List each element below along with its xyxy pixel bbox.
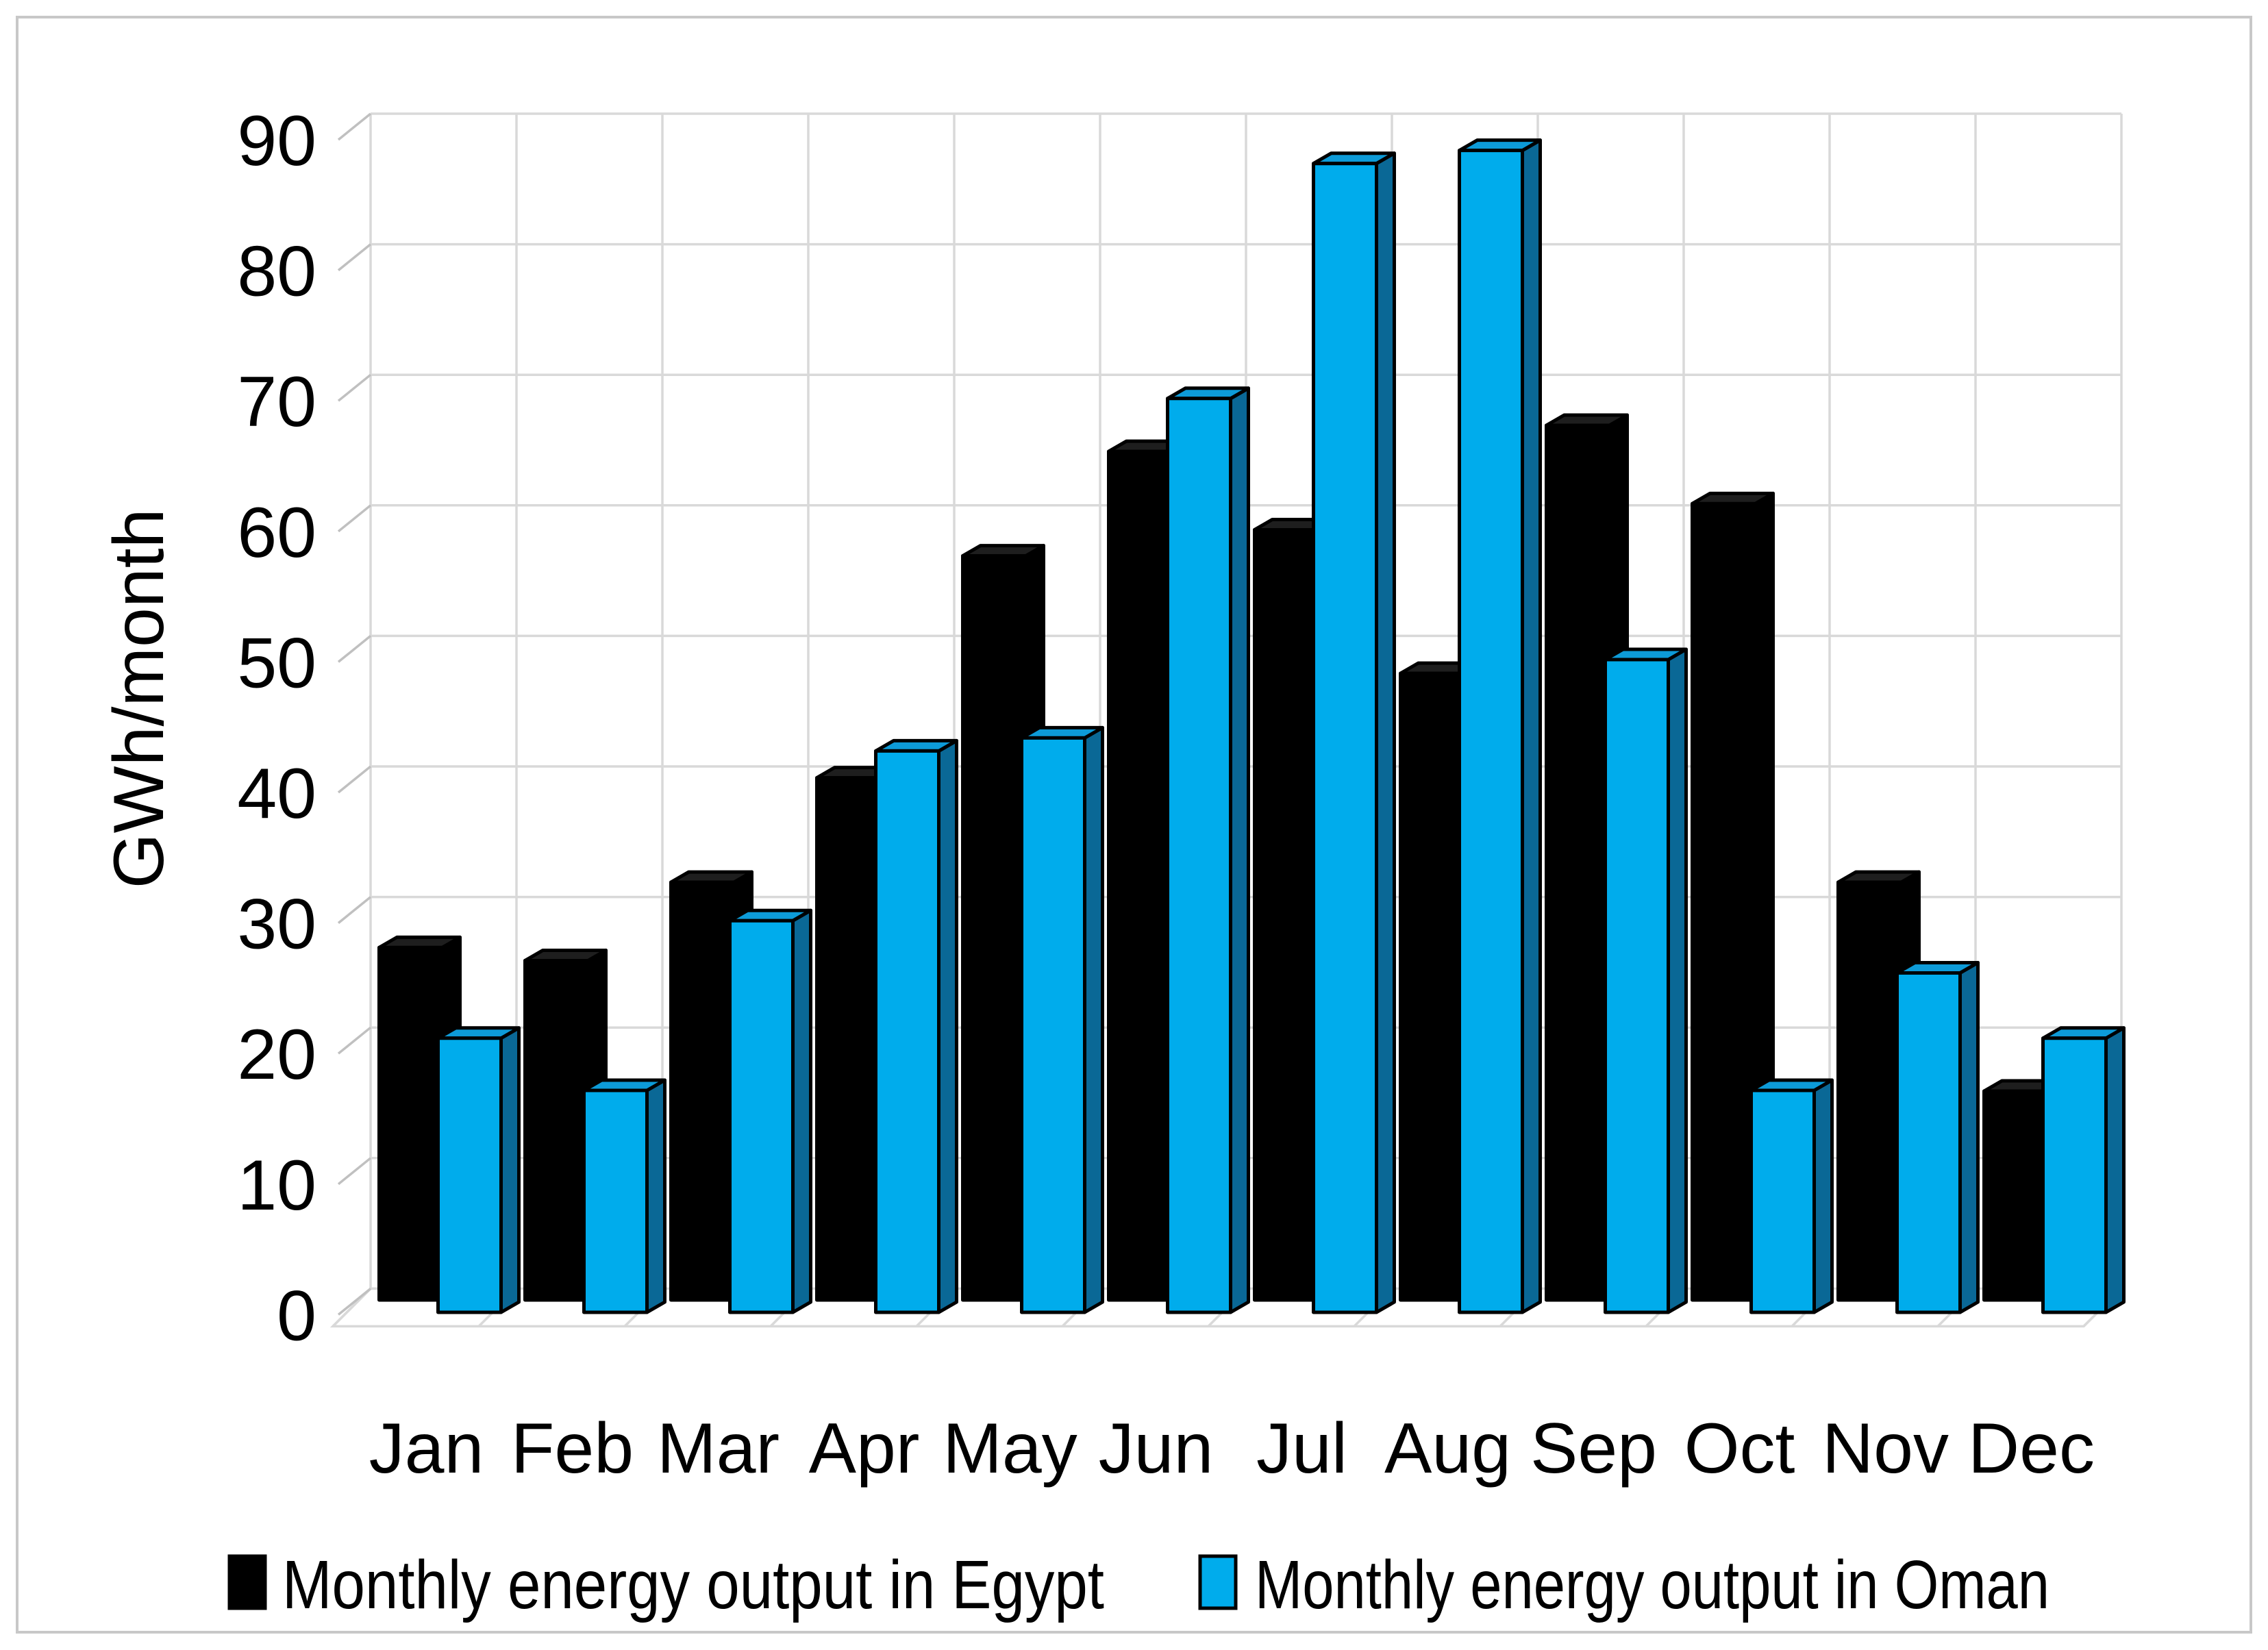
x-tick-label-may: May xyxy=(943,1409,1077,1488)
bar-egypt-apr-front xyxy=(815,776,882,1302)
bar-oman-may xyxy=(1020,725,1104,1314)
y-tick-60 xyxy=(337,504,372,533)
bar-oman-mar-side xyxy=(791,908,812,1314)
bar-oman-nov-side xyxy=(1958,960,1980,1314)
bar-oman-apr xyxy=(874,738,958,1314)
bar-oman-nov-front xyxy=(1895,971,1962,1314)
bar-oman-feb-front xyxy=(582,1088,649,1314)
y-tick-label-70: 70 xyxy=(237,362,316,442)
bar-oman-jul xyxy=(1312,151,1396,1314)
y-tick-label-0: 0 xyxy=(277,1276,316,1355)
bar-oman-dec-front xyxy=(2041,1036,2108,1314)
bar-egypt-aug-front xyxy=(1399,671,1465,1302)
bar-oman-sep-side xyxy=(1667,647,1688,1314)
y-tick-50 xyxy=(337,635,372,663)
bar-oman-jan xyxy=(436,1026,521,1314)
bar-oman-dec xyxy=(2041,1026,2126,1314)
y-tick-label-60: 60 xyxy=(237,493,316,573)
bar-oman-jan-side xyxy=(499,1026,521,1314)
x-tick-label-jul: Jul xyxy=(1256,1409,1347,1488)
x-tick-label-jan: Jan xyxy=(369,1409,484,1488)
x-tick-label-nov: Nov xyxy=(1822,1409,1949,1488)
y-axis-title: GWh/month xyxy=(99,509,179,889)
bar-egypt-jan-front xyxy=(377,945,444,1302)
y-tick-70 xyxy=(337,373,372,402)
x-tick-label-sep: Sep xyxy=(1530,1409,1657,1488)
x-tick-label-aug: Aug xyxy=(1384,1409,1511,1488)
bar-oman-mar-front xyxy=(728,918,795,1314)
legend-swatch-oman xyxy=(1198,1554,1238,1610)
x-tick-label-apr: Apr xyxy=(809,1409,920,1488)
bar-oman-aug-front xyxy=(1458,149,1524,1314)
bar-egypt-oct-front xyxy=(1691,501,1757,1302)
bar-oman-jul-side xyxy=(1375,151,1396,1314)
y-tick-30 xyxy=(337,896,372,924)
bar-oman-aug-side xyxy=(1521,138,1542,1314)
y-tick-label-50: 50 xyxy=(237,623,316,703)
y-tick-10 xyxy=(337,1157,372,1186)
bar-oman-oct-front xyxy=(1749,1088,1816,1314)
x-tick-label-dec: Dec xyxy=(1968,1409,2095,1488)
bar-oman-dec-side xyxy=(2104,1026,2126,1314)
bar-oman-oct xyxy=(1749,1078,1834,1314)
y-tick-40 xyxy=(337,765,372,794)
y-tick-label-90: 90 xyxy=(237,101,316,181)
bar-oman-nov xyxy=(1895,960,1980,1314)
bar-egypt-jun-front xyxy=(1107,449,1173,1302)
bar-oman-jan-front xyxy=(436,1036,503,1314)
bar-oman-sep-front xyxy=(1604,658,1670,1314)
bar-oman-aug xyxy=(1458,138,1542,1314)
x-tick-label-feb: Feb xyxy=(511,1409,634,1488)
bar-oman-oct-side xyxy=(1812,1078,1834,1314)
y-tick-20 xyxy=(337,1026,372,1055)
bar-egypt-nov-front xyxy=(1836,880,1903,1302)
bar-oman-apr-side xyxy=(937,738,958,1314)
bar-egypt-sep-front xyxy=(1545,423,1611,1302)
x-tick-label-mar: Mar xyxy=(657,1409,780,1488)
x-tick-label-jun: Jun xyxy=(1099,1409,1214,1488)
legend-swatch-egypt xyxy=(227,1554,267,1610)
bar-oman-sep xyxy=(1604,647,1688,1314)
bar-egypt-may-front xyxy=(961,554,1027,1302)
bar-oman-apr-front xyxy=(874,749,940,1314)
y-tick-80 xyxy=(337,243,372,271)
bar-oman-may-side xyxy=(1083,725,1104,1314)
x-tick-label-oct: Oct xyxy=(1684,1409,1795,1488)
bar-oman-feb-side xyxy=(645,1078,666,1314)
bar-egypt-mar-front xyxy=(669,880,736,1302)
bar-oman-jul-front xyxy=(1312,162,1378,1314)
y-tick-0 xyxy=(337,1288,372,1316)
bar-egypt-feb-front xyxy=(523,958,590,1302)
y-tick-label-10: 10 xyxy=(237,1146,316,1225)
bar-oman-jun-side xyxy=(1229,386,1250,1314)
bar-oman-mar xyxy=(728,908,812,1314)
y-tick-90 xyxy=(337,112,372,141)
y-tick-label-80: 80 xyxy=(237,232,316,312)
outer-border xyxy=(16,16,2252,1634)
bar-oman-jun xyxy=(1166,386,1250,1314)
legend-label-egypt: Monthly energy output in Egypt xyxy=(282,1547,1104,1623)
y-tick-label-20: 20 xyxy=(237,1015,316,1095)
y-tick-label-30: 30 xyxy=(237,885,316,964)
y-tick-label-40: 40 xyxy=(237,754,316,834)
bar-oman-feb xyxy=(582,1078,666,1314)
bar-egypt-dec-front xyxy=(1982,1089,2049,1302)
bar-oman-may-front xyxy=(1020,736,1086,1314)
bar-egypt-jul-front xyxy=(1253,527,1319,1302)
bar-oman-jun-front xyxy=(1166,397,1232,1314)
legend-label-oman: Monthly energy output in Oman xyxy=(1255,1547,2049,1623)
